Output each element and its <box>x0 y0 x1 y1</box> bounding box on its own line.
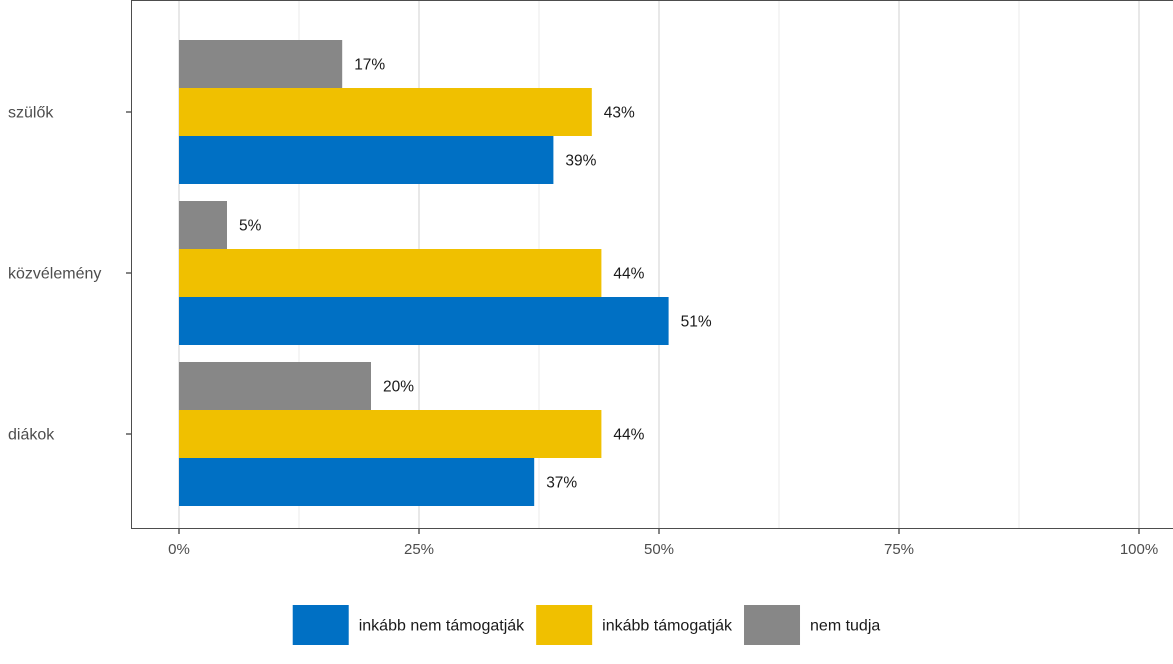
data-label: 17% <box>354 57 385 74</box>
data-label: 44% <box>613 427 644 444</box>
data-label: 44% <box>613 266 644 283</box>
axes: szülők közvélemény diákok 0% 25% 50% 75% 100% <box>8 105 1158 559</box>
bar <box>179 249 602 297</box>
x-tick-label: 100% <box>1120 541 1158 558</box>
bar <box>179 410 602 458</box>
legend: inkább nem támogatják inkább támogatják ne… <box>292 605 880 645</box>
data-label: 37% <box>546 475 577 492</box>
legend-key <box>292 605 349 645</box>
data-label: 5% <box>239 218 262 235</box>
y-tick-label: szülők <box>8 105 54 122</box>
legend-label: inkább támogatják <box>602 618 733 635</box>
x-tick-label: 75% <box>884 541 914 558</box>
x-tick-label: 25% <box>404 541 434 558</box>
y-tick-label: diákok <box>8 427 55 444</box>
data-label: 43% <box>604 105 635 122</box>
bar <box>179 88 592 136</box>
bar <box>179 136 554 184</box>
bar <box>179 458 535 506</box>
legend-key <box>536 605 593 645</box>
x-tick-label: 50% <box>644 541 674 558</box>
bar <box>179 362 371 410</box>
y-tick-label: közvélemény <box>8 266 101 283</box>
bar <box>179 297 669 345</box>
bars: 17% 43% 39% 5% 44% 51% 20% 44% 37% <box>179 40 712 506</box>
legend-label: nem tudja <box>810 618 880 635</box>
data-label: 20% <box>383 379 414 396</box>
bar <box>179 40 343 88</box>
legend-key <box>744 605 801 645</box>
plot-panel-border <box>131 0 1173 529</box>
x-tick-label: 0% <box>168 541 190 558</box>
data-label: 51% <box>681 314 712 331</box>
bar <box>179 201 227 249</box>
data-label: 39% <box>565 153 596 170</box>
legend-label: inkább nem támogatják <box>359 618 525 635</box>
